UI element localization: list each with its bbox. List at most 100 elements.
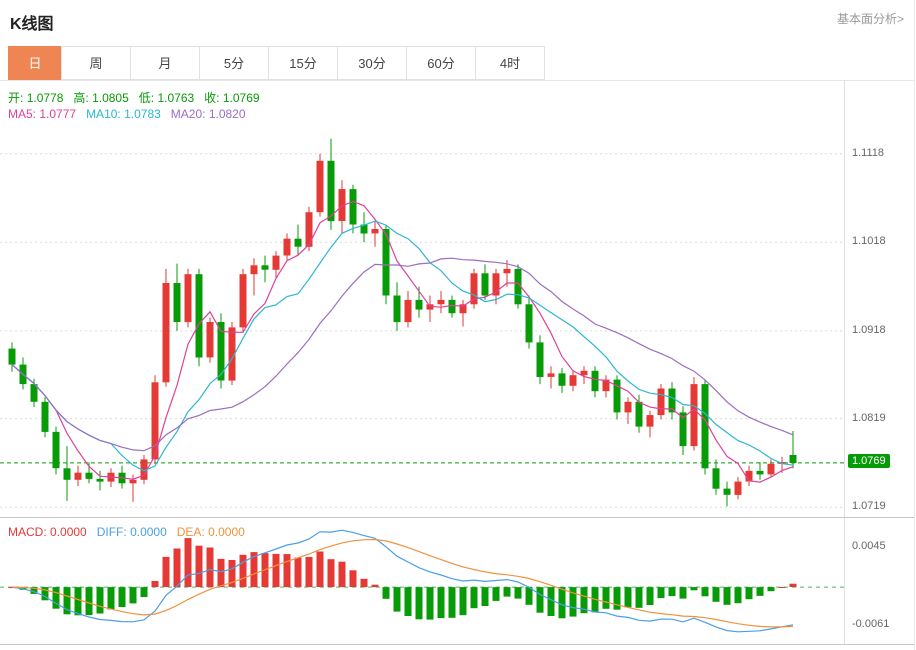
macd-bar xyxy=(437,587,445,618)
macd-bar xyxy=(52,587,60,609)
candle-down xyxy=(261,265,269,270)
macd-bar xyxy=(668,587,676,597)
macd-bar xyxy=(228,560,236,587)
candlestick-chart[interactable] xyxy=(0,81,846,517)
candle-up xyxy=(140,459,148,480)
macd-bar xyxy=(778,587,786,588)
candle-down xyxy=(415,299,423,310)
candle-down xyxy=(613,379,621,413)
high-value: 高: 1.0805 xyxy=(73,91,129,105)
macd-bar xyxy=(690,587,698,591)
low-value: 低: 1.0763 xyxy=(138,91,195,105)
tab-week[interactable]: 周 xyxy=(61,46,131,80)
macd-bar xyxy=(206,547,214,588)
candle-up xyxy=(74,472,82,480)
ohlc-legend: 开: 1.0778 高: 1.0805 低: 1.0763 收: 1.0769 xyxy=(8,89,270,106)
open-value: 开: 1.0778 xyxy=(8,91,64,105)
candle-down xyxy=(30,384,38,402)
macd-bar xyxy=(41,587,49,601)
macd-bar xyxy=(404,587,412,616)
candle-up xyxy=(745,470,753,482)
candle-down xyxy=(712,468,720,489)
candle-up xyxy=(151,382,159,460)
candle-up xyxy=(459,304,467,314)
macd-bar xyxy=(789,583,797,587)
fundamental-analysis-link[interactable]: 基本面分析> xyxy=(836,12,904,26)
macd-bar xyxy=(580,587,588,614)
candle-down xyxy=(635,401,643,427)
candle-down xyxy=(514,268,522,305)
macd-bar xyxy=(558,587,566,619)
macd-bar xyxy=(470,587,478,609)
candle-down xyxy=(327,160,335,222)
candle-down xyxy=(52,431,60,469)
candle-down xyxy=(701,384,709,469)
macd-chart[interactable] xyxy=(0,518,846,644)
macd-bar xyxy=(107,587,115,610)
candle-down xyxy=(195,274,203,358)
macd-bar xyxy=(624,587,632,608)
current-price-badge: 1.0769 xyxy=(848,453,890,468)
candle-up xyxy=(371,229,379,234)
macd-bar xyxy=(481,587,489,606)
candle-down xyxy=(679,412,687,447)
close-value: 收: 1.0769 xyxy=(204,91,260,105)
tab-5min[interactable]: 5分 xyxy=(199,46,269,80)
interval-tabbar: 日 周 月 5分 15分 30分 60分 4时 xyxy=(0,46,914,81)
candle-up xyxy=(470,273,478,305)
candle-up xyxy=(503,268,511,274)
tab-60min[interactable]: 60分 xyxy=(406,46,476,80)
macd-bar xyxy=(657,587,665,599)
candle-up xyxy=(272,255,280,270)
tab-day[interactable]: 日 xyxy=(8,46,62,80)
macd-bar xyxy=(316,551,324,587)
macd-bar xyxy=(338,561,346,588)
ma10-value: MA10: 1.0783 xyxy=(86,107,161,121)
candle-up xyxy=(206,322,214,358)
candle-up xyxy=(657,388,665,416)
price-tick-label: 1.0819 xyxy=(852,411,886,424)
ma-legend: MA5: 1.0777 MA10: 1.0783 MA20: 1.0820 xyxy=(8,107,256,121)
macd-bar xyxy=(525,587,533,605)
macd-bar xyxy=(415,587,423,620)
diff-line xyxy=(11,529,794,633)
macd-legend: MACD: 0.0000 DIFF: 0.0000 DEA: 0.0000 xyxy=(8,525,255,539)
macd-tick-label: -0.0061 xyxy=(852,618,890,630)
candle-up xyxy=(239,274,247,328)
macd-bar xyxy=(646,587,654,605)
candle-up xyxy=(404,299,412,323)
macd-bar xyxy=(514,587,522,599)
macd-bar xyxy=(679,587,687,599)
candle-down xyxy=(173,283,181,322)
page-title: K线图 xyxy=(10,16,54,33)
macd-bar xyxy=(272,553,280,588)
tab-month[interactable]: 月 xyxy=(130,46,200,80)
candle-up xyxy=(569,375,577,386)
macd-bar xyxy=(426,587,434,620)
candle-down xyxy=(349,189,357,225)
candle-up xyxy=(437,299,445,305)
macd-bar xyxy=(723,587,731,605)
header: K线图 基本面分析> xyxy=(0,0,914,46)
ma5-line xyxy=(11,200,794,483)
macd-bar xyxy=(734,587,742,604)
macd-bar xyxy=(349,570,357,587)
macd-bar xyxy=(173,548,181,588)
candle-down xyxy=(789,455,797,463)
candle-up xyxy=(492,273,500,296)
macd-bar xyxy=(448,587,456,618)
macd-bar xyxy=(184,538,192,587)
candle-up xyxy=(547,373,555,377)
macd-bar xyxy=(393,587,401,612)
tab-15min[interactable]: 15分 xyxy=(268,46,338,80)
tab-4hour[interactable]: 4时 xyxy=(475,46,545,80)
tab-30min[interactable]: 30分 xyxy=(337,46,407,80)
candle-down xyxy=(294,238,302,247)
price-tick-label: 1.1118 xyxy=(852,146,885,159)
candle-up xyxy=(690,384,698,447)
candle-down xyxy=(481,273,489,296)
macd-bar xyxy=(30,587,38,594)
candle-down xyxy=(96,478,104,482)
macd-bar xyxy=(602,587,610,609)
